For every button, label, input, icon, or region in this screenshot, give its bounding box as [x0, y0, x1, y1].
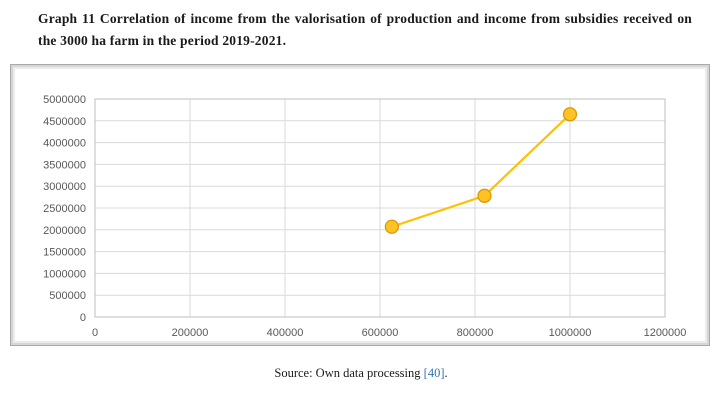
- svg-text:2500000: 2500000: [43, 203, 86, 215]
- chart-title: Graph 11 Correlation of income from the …: [38, 11, 692, 48]
- svg-text:1000000: 1000000: [549, 327, 592, 339]
- svg-text:4000000: 4000000: [43, 138, 86, 150]
- svg-text:600000: 600000: [362, 327, 399, 339]
- svg-text:4500000: 4500000: [43, 116, 86, 128]
- svg-text:0: 0: [80, 312, 86, 324]
- svg-text:200000: 200000: [172, 327, 209, 339]
- citation-link[interactable]: [40]: [423, 366, 445, 381]
- source-period: .: [444, 366, 448, 381]
- svg-text:1000000: 1000000: [43, 269, 86, 281]
- svg-text:500000: 500000: [49, 290, 86, 302]
- chart-frame: 0 500000 1000000 1500000 2000000 2500000 30000…: [10, 64, 710, 347]
- svg-text:0: 0: [92, 327, 98, 339]
- source-text: Source: Own data processing: [274, 366, 424, 381]
- scatter-line-chart: 0500000100000015000002000000250000030000…: [43, 94, 687, 339]
- svg-text:1500000: 1500000: [43, 247, 86, 259]
- svg-text:3000000: 3000000: [43, 181, 86, 193]
- svg-text:3500000: 3500000: [43, 160, 86, 172]
- svg-text:2000000: 2000000: [43, 225, 86, 237]
- svg-text:800000: 800000: [457, 327, 494, 339]
- source-caption: Source: Own data processing [40].: [0, 366, 722, 381]
- svg-text:1200000: 1200000: [644, 327, 687, 339]
- svg-text:400000: 400000: [267, 327, 304, 339]
- svg-text:5000000: 5000000: [43, 94, 86, 106]
